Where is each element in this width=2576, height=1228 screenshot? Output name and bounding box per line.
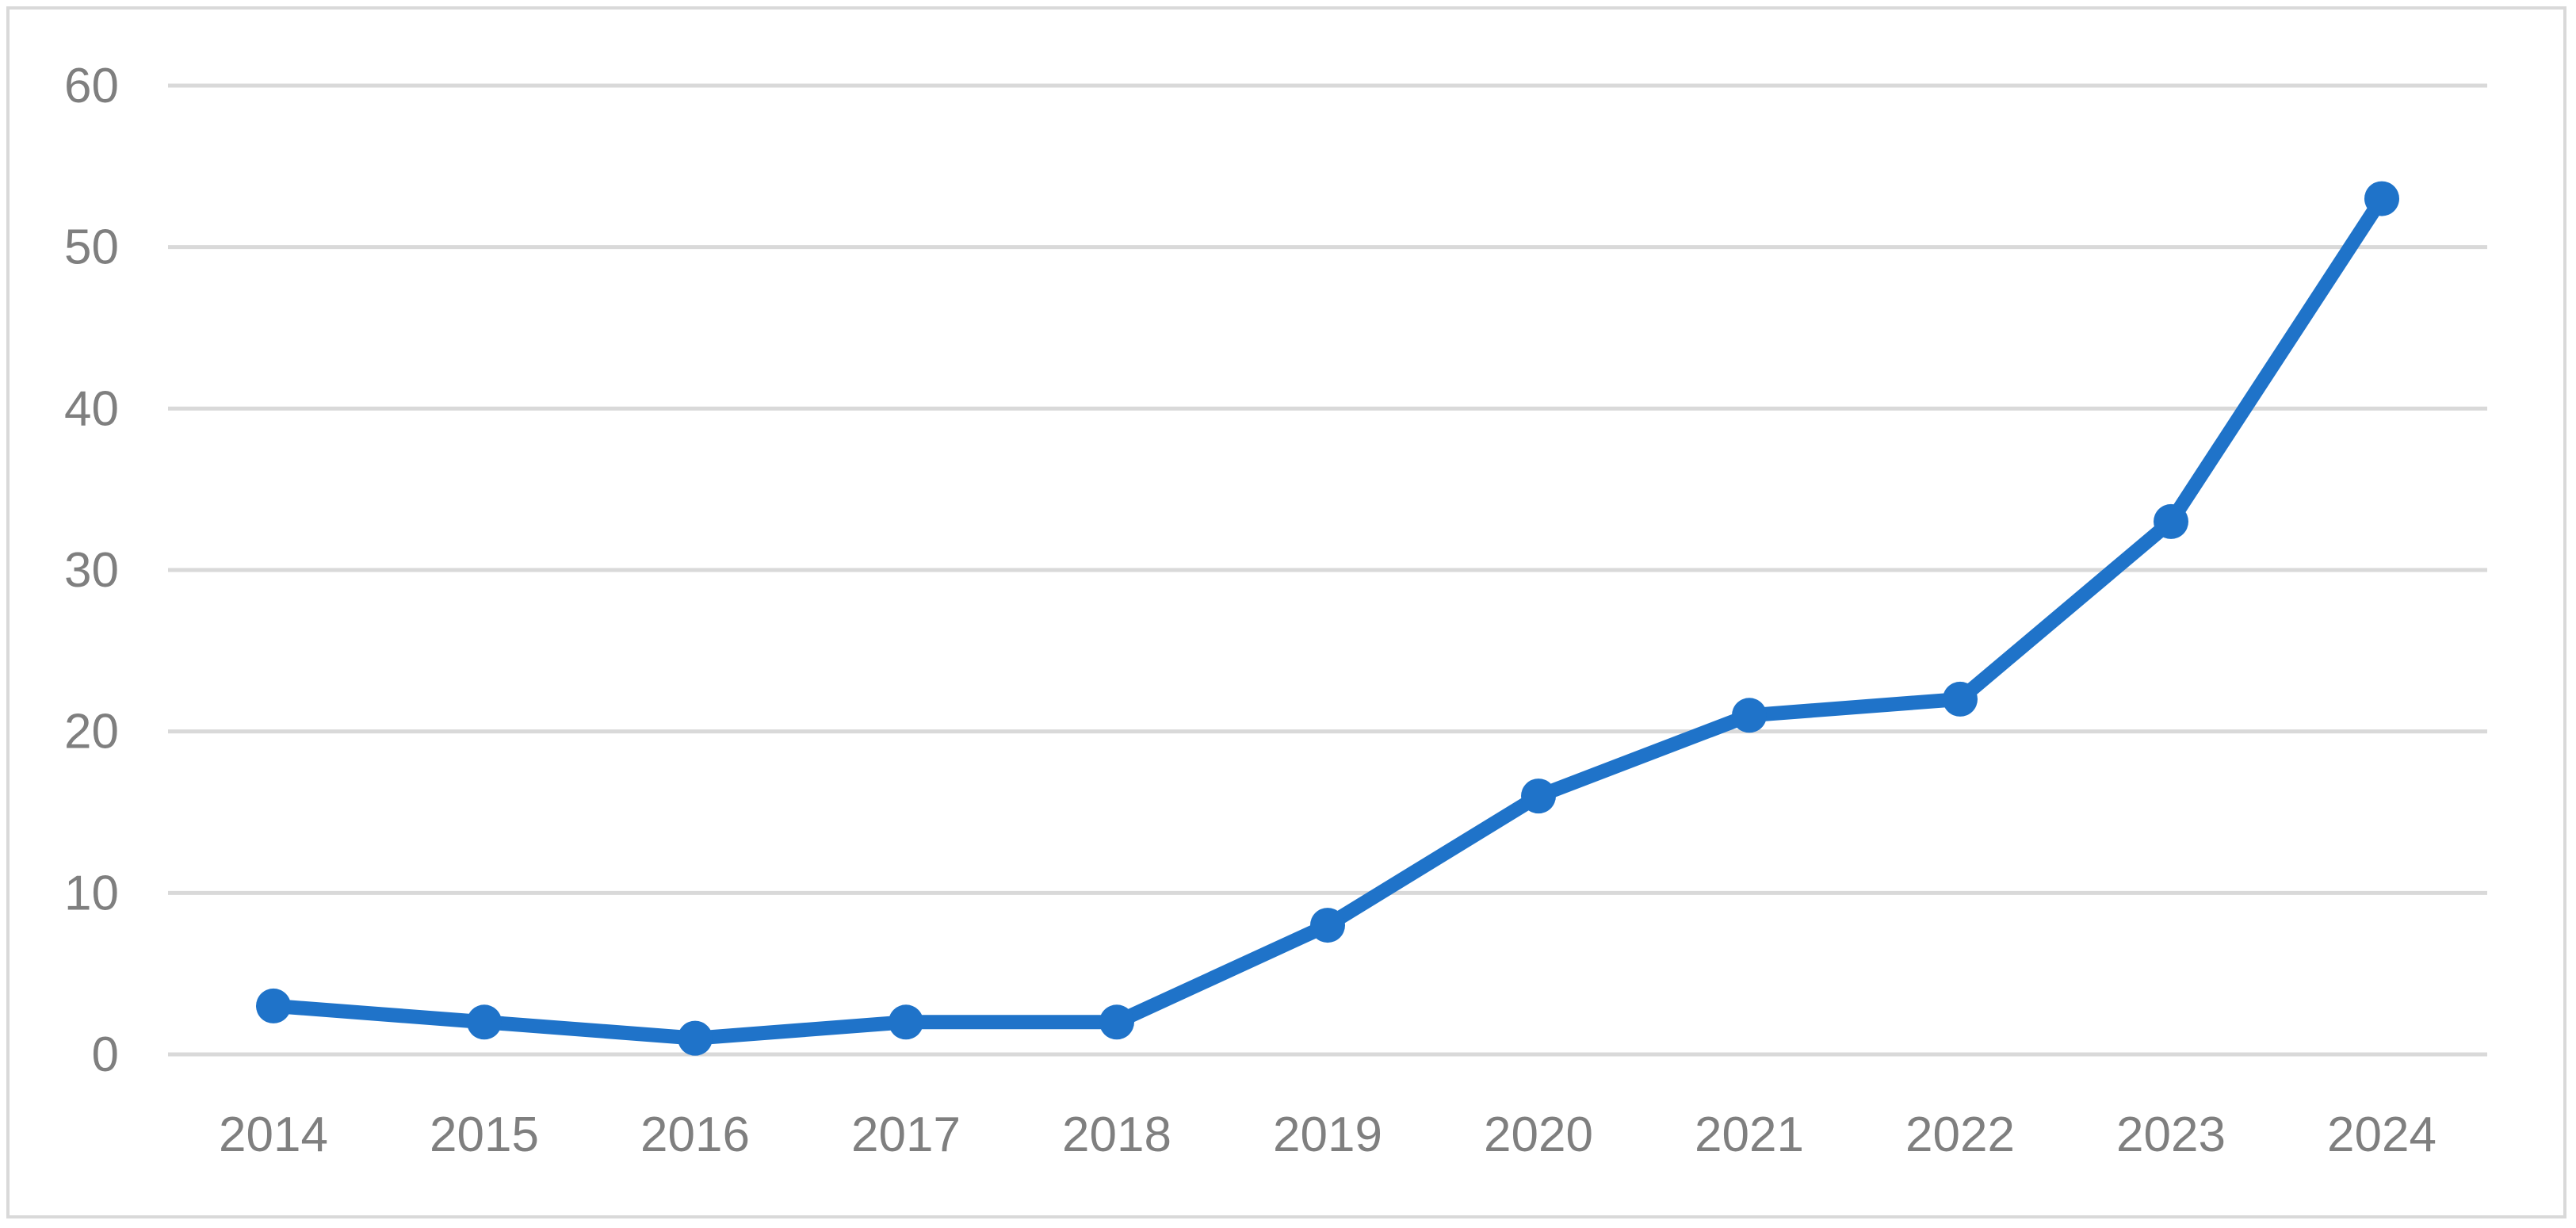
x-tick-label: 2015: [430, 1107, 539, 1162]
x-tick-label: 2022: [1905, 1107, 2015, 1162]
x-tick-label: 2016: [640, 1107, 750, 1162]
data-point: [256, 988, 291, 1023]
y-tick-label: 60: [64, 59, 119, 113]
data-point: [678, 1020, 713, 1056]
data-point: [1310, 908, 1345, 943]
x-tick-label: 2024: [2327, 1107, 2436, 1162]
data-point: [1943, 681, 1978, 717]
x-tick-label: 2020: [1484, 1107, 1593, 1162]
data-point: [1099, 1004, 1134, 1040]
y-tick-label: 20: [64, 705, 119, 759]
data-point: [467, 1004, 502, 1040]
x-tick-label: 2017: [851, 1107, 961, 1162]
x-tick-label: 2021: [1695, 1107, 1804, 1162]
x-axis-ticks: 2014 2015 2016 2017 2018 2019 2020 2021 2022 2023…: [219, 1107, 2436, 1162]
data-point: [1521, 778, 1556, 814]
y-tick-label: 40: [64, 381, 119, 436]
y-axis-ticks: 0 10 20 30 40 50 60: [64, 59, 119, 1082]
y-tick-label: 0: [92, 1027, 119, 1082]
x-tick-label: 2014: [219, 1107, 328, 1162]
y-tick-label: 50: [64, 220, 119, 275]
x-tick-label: 2019: [1273, 1107, 1382, 1162]
data-point: [2154, 503, 2188, 539]
data-point: [1732, 698, 1767, 733]
y-tick-label: 10: [64, 866, 119, 920]
gridlines: [168, 83, 2487, 1057]
x-tick-label: 2023: [2116, 1107, 2226, 1162]
data-point: [2364, 181, 2399, 216]
data-point: [889, 1004, 923, 1040]
x-tick-label: 2018: [1062, 1107, 1171, 1162]
y-tick-label: 30: [64, 543, 119, 598]
series-layer: [256, 181, 2399, 1056]
